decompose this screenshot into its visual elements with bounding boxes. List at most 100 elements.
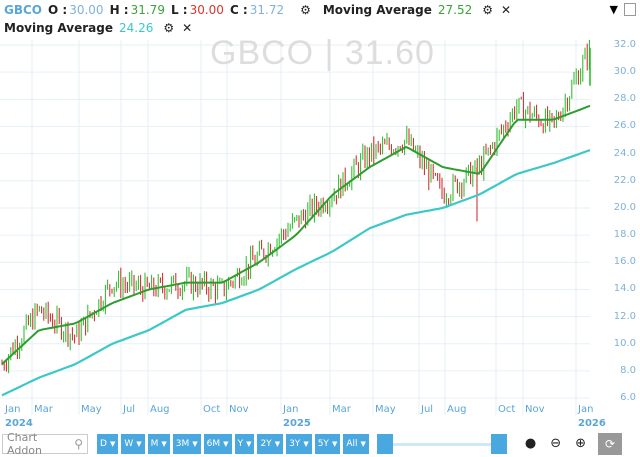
caret-down-icon: ▼: [331, 439, 338, 448]
x-axis-label: Jul: [421, 404, 434, 415]
search-placeholder: Chart Addon: [7, 430, 42, 457]
high-label: H :: [109, 3, 129, 17]
ma1-value: 27.52: [437, 3, 473, 17]
range-button-y[interactable]: Y ▼: [234, 433, 255, 454]
slider-track: [386, 442, 497, 446]
open-value: 30.00: [69, 3, 104, 17]
x-axis-label: Jan: [578, 404, 594, 415]
slider-right-handle[interactable]: [490, 433, 507, 454]
y-axis-label: 30.0: [613, 66, 636, 78]
range-button-d[interactable]: D ▼: [97, 433, 119, 454]
open-label: O :: [48, 3, 68, 17]
zoom-in-icon[interactable]: ⊕: [575, 436, 587, 451]
symbol-label: GBCO: [4, 3, 43, 17]
high-value: 31.79: [130, 3, 165, 17]
range-slider[interactable]: [376, 433, 507, 454]
ma2-close-icon[interactable]: ✕: [182, 21, 193, 35]
y-axis-label: 8.0: [620, 364, 636, 376]
x-axis-label: Oct: [498, 404, 516, 415]
range-label: 3M: [175, 438, 190, 449]
caret-down-icon: ▼: [303, 439, 309, 448]
slider-left-handle[interactable]: [376, 433, 393, 454]
caret-down-icon: ▼: [246, 439, 252, 448]
range-button-6m[interactable]: 6M ▼: [203, 433, 232, 454]
refresh-button[interactable]: ⟳: [598, 432, 623, 455]
caret-down-icon: ▼: [223, 439, 229, 448]
caret-down-icon: ▼: [360, 439, 366, 448]
y-axis-label: 12.0: [613, 310, 636, 322]
ma1-label: Moving Average: [322, 3, 432, 17]
x-axis-label: Jan: [5, 404, 21, 415]
range-button-3y[interactable]: 3Y ▼: [286, 433, 312, 454]
range-label: 2Y: [260, 438, 272, 449]
y-axis-label: 32.0: [613, 39, 636, 50]
candles: [1, 39, 591, 374]
range-label: 3Y: [289, 438, 301, 449]
range-button-w[interactable]: W ▼: [121, 433, 145, 454]
caret-down-icon: ▼: [161, 439, 167, 448]
x-axis-label: Jan: [283, 404, 299, 415]
range-label: All: [346, 438, 358, 449]
bottom-toolbar: Chart Addon ⚲ D ▼ W ▼ M ▼ 3M ▼ 6M ▼ Y ▼ 2Y ▼ 3Y ▼ 5Y ▼ All…: [0, 430, 640, 457]
range-button-m[interactable]: M ▼: [147, 433, 170, 454]
range-label: 5Y: [317, 438, 329, 449]
close-value: 31.72: [249, 3, 285, 17]
y-axis-label: 26.0: [613, 120, 636, 132]
y-axis-label: 20.0: [613, 201, 636, 213]
caret-down-icon: ▼: [109, 439, 116, 448]
caret-down-icon: ▼: [136, 439, 142, 448]
y-axis-label: 22.0: [613, 174, 636, 186]
y-axis-label: 16.0: [613, 256, 636, 268]
range-button-5y[interactable]: 5Y ▼: [314, 433, 341, 454]
range-button-2y[interactable]: 2Y ▼: [257, 433, 284, 454]
y-axis-label: 14.0: [613, 283, 636, 295]
x-axis-label: Mar: [332, 404, 351, 415]
range-button-3m[interactable]: 3M ▼: [172, 433, 201, 454]
caret-down-icon: ▼: [192, 439, 198, 448]
moving-average-long-line: [1, 149, 591, 397]
low-label: L :: [170, 3, 188, 17]
y-axis-label: 10.0: [613, 337, 636, 349]
gear-icon[interactable]: ⚙: [300, 3, 311, 17]
x-axis-label: Nov: [229, 404, 249, 415]
chart-addon-search[interactable]: Chart Addon ⚲: [2, 430, 88, 457]
range-buttons: D ▼ W ▼ M ▼ 3M ▼ 6M ▼ Y ▼ 2Y ▼ 3Y ▼ 5Y ▼ All ▼: [94, 433, 369, 454]
x-axis-label: Oct: [203, 404, 221, 415]
dropdown-icon[interactable]: ▼: [609, 3, 618, 16]
range-label: D: [100, 438, 107, 449]
x-axis-label: Aug: [447, 404, 467, 415]
x-axis-label: Nov: [525, 404, 545, 415]
price-chart[interactable]: [0, 0, 640, 430]
y-axis-label: 6.0: [620, 392, 636, 404]
search-icon: ⚲: [74, 436, 83, 451]
ma1-gear-icon[interactable]: ⚙: [482, 3, 493, 17]
x-axis-label: May: [375, 404, 396, 415]
chart-grid: [0, 40, 590, 415]
lock-icon[interactable]: ●: [524, 436, 537, 451]
range-label: 6M: [206, 438, 221, 449]
y-axis-label: 28.0: [613, 93, 636, 105]
ma2-gear-icon[interactable]: ⚙: [163, 21, 175, 35]
caret-down-icon: ▼: [274, 439, 281, 448]
low-value: 30.00: [189, 3, 224, 17]
close-label: C :: [229, 3, 248, 17]
range-button-all[interactable]: All ▼: [343, 433, 369, 454]
moving-average-short-line: [1, 104, 591, 365]
x-axis-label: Jul: [123, 404, 136, 415]
x-axis-year: 2025: [283, 418, 311, 429]
y-axis-label: 18.0: [613, 229, 636, 241]
x-axis-label: May: [81, 404, 102, 415]
ma2-label: Moving Average: [4, 21, 113, 35]
ma2-legend: Moving Average 24.26 ⚙ ✕: [4, 21, 196, 35]
ma2-value: 24.26: [119, 21, 154, 35]
top-right-controls: ▼: [610, 3, 636, 16]
ohlc-legend: GBCO O : 30.00 H : 31.79 L : 30.00 C : 3…: [4, 3, 515, 17]
x-axis-label: Aug: [150, 404, 170, 415]
maximize-icon[interactable]: [624, 3, 636, 16]
range-label: W: [124, 438, 134, 449]
range-label: M: [150, 438, 159, 449]
ma1-close-icon[interactable]: ✕: [500, 3, 512, 17]
watermark-title: GBCO | 31.60: [210, 34, 435, 72]
zoom-out-icon[interactable]: ⊖: [550, 436, 562, 451]
x-axis-year: 2024: [5, 418, 33, 429]
